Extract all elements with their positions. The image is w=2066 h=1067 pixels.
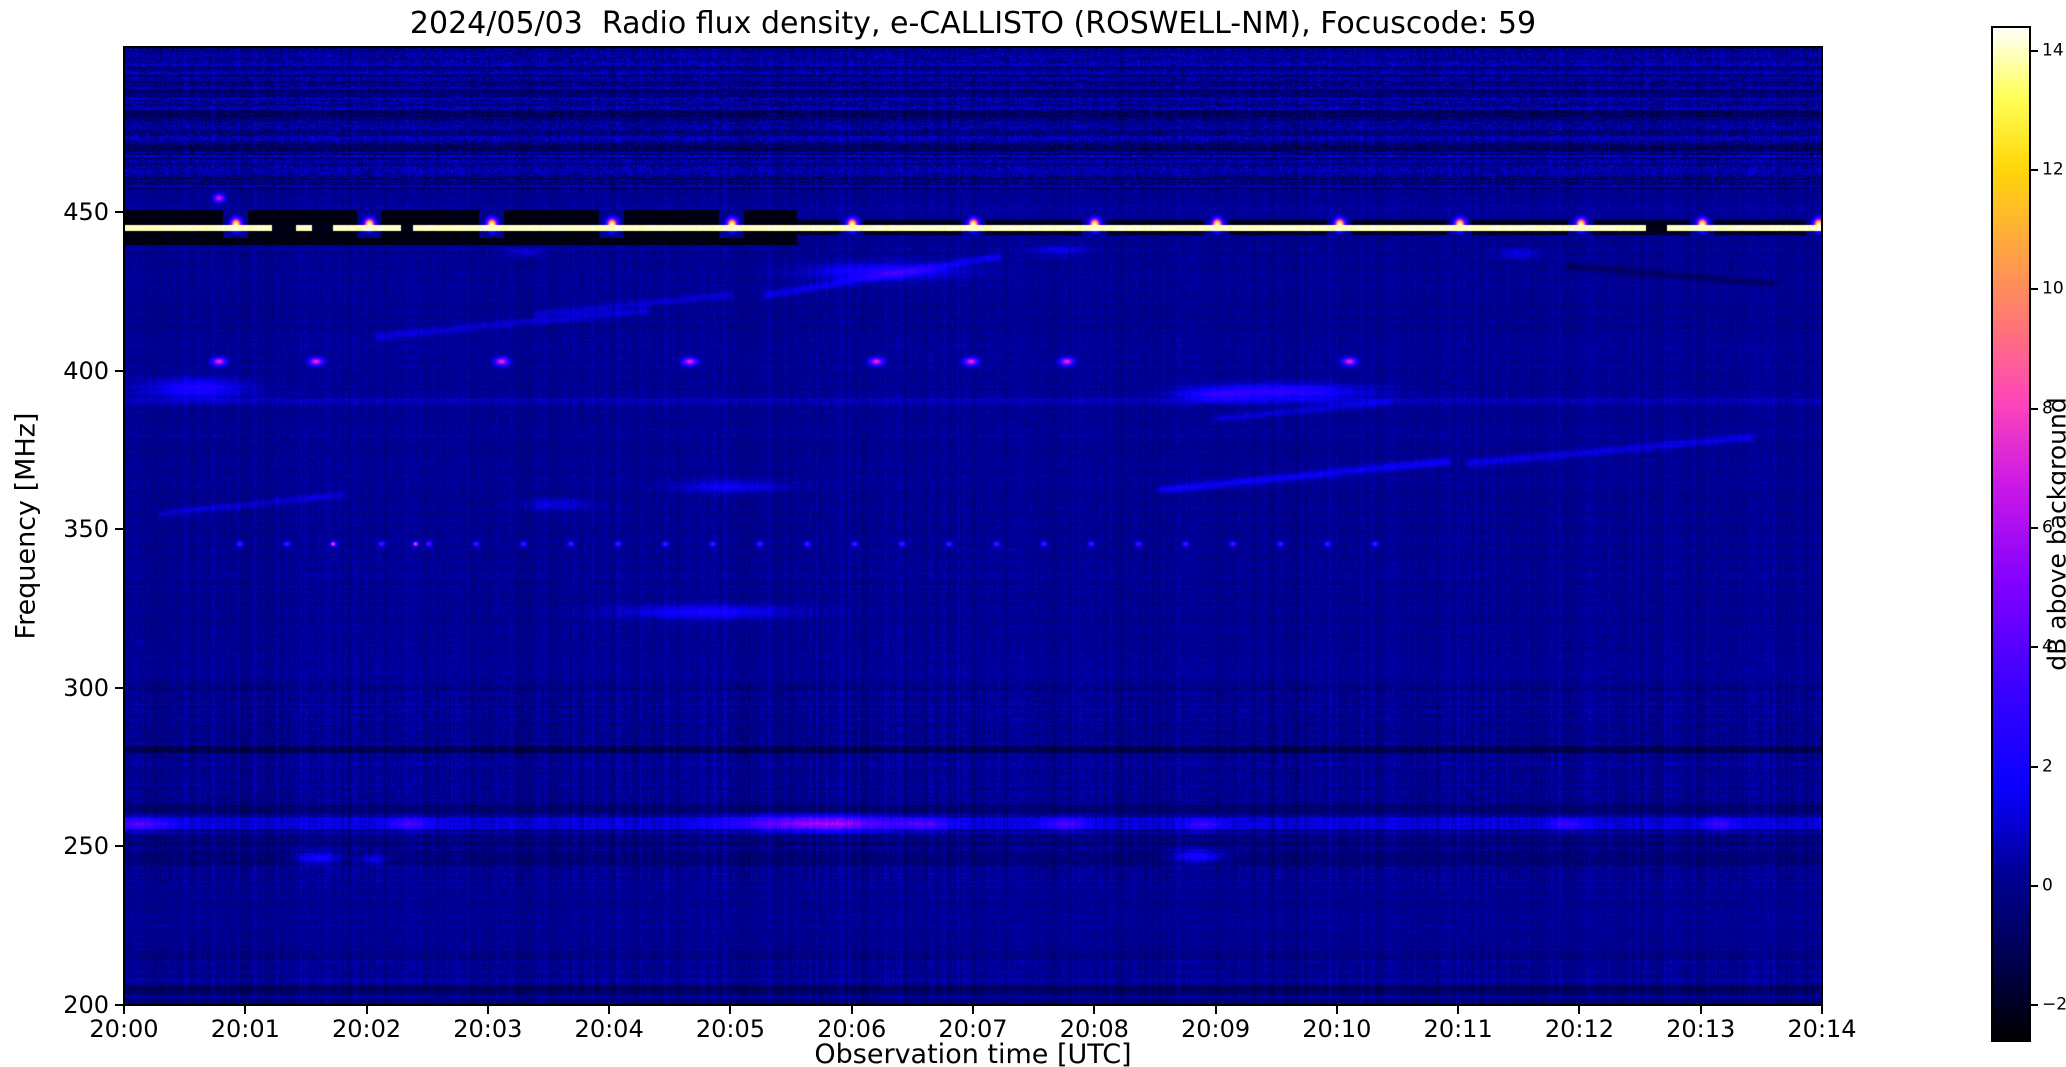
- x-tick-mark: [850, 1005, 853, 1014]
- x-tick-mark: [1578, 1005, 1581, 1014]
- x-tick-label: 20:12: [1544, 1015, 1615, 1043]
- colorbar-tick-label: −2: [2042, 994, 2066, 1015]
- colorbar-tick-label: 14: [2042, 40, 2064, 61]
- colorbar-tick-mark: [2030, 49, 2038, 52]
- colorbar-tick-label: 12: [2042, 159, 2064, 180]
- x-axis-label: Observation time [UTC]: [814, 1039, 1132, 1067]
- y-tick-label: 350: [63, 515, 109, 544]
- x-tick-label: 20:07: [938, 1015, 1008, 1043]
- x-tick-mark: [1335, 1005, 1338, 1014]
- colorbar-tick-mark: [2030, 646, 2038, 649]
- chart-title: 2024/05/03 Radio flux density, e-CALLIST…: [409, 6, 1537, 41]
- x-tick-mark: [1821, 1005, 1823, 1014]
- x-tick-mark: [1457, 1005, 1460, 1014]
- colorbar-canvas: [1992, 27, 2030, 1041]
- x-tick-label: 20:02: [331, 1015, 402, 1043]
- x-tick-mark: [123, 1005, 125, 1014]
- colorbar-tick-mark: [2030, 527, 2038, 530]
- y-tick-mark: [115, 686, 124, 689]
- colorbar-tick-mark: [2030, 288, 2038, 291]
- x-tick-label: 20:03: [453, 1015, 523, 1043]
- colorbar-tick-label: 8: [2042, 398, 2053, 419]
- y-tick-mark: [115, 210, 124, 213]
- colorbar-tick-mark: [2030, 884, 2038, 887]
- colorbar-tick-mark: [2030, 169, 2038, 172]
- y-tick-label: 300: [63, 673, 109, 702]
- y-tick-label: 200: [63, 991, 109, 1019]
- x-tick-label: 20:06: [817, 1015, 887, 1043]
- y-tick-label: 400: [63, 356, 109, 385]
- colorbar-tick-mark: [2030, 407, 2038, 410]
- x-tick-label: 20:14: [1787, 1015, 1857, 1043]
- x-tick-label: 20:04: [574, 1015, 644, 1043]
- x-tick-mark: [1214, 1005, 1217, 1014]
- x-tick-label: 20:11: [1423, 1015, 1493, 1043]
- y-tick-mark: [115, 528, 124, 531]
- x-tick-mark: [608, 1005, 611, 1014]
- colorbar-tick-label: 0: [2042, 875, 2053, 896]
- x-tick-label: 20:00: [89, 1015, 159, 1043]
- x-tick-mark: [365, 1005, 368, 1014]
- x-tick-mark: [244, 1005, 247, 1014]
- colorbar-tick-mark: [2030, 1004, 2038, 1007]
- colorbar-tick-label: 2: [2042, 756, 2053, 777]
- x-tick-label: 20:09: [1180, 1015, 1251, 1043]
- x-tick-label: 20:10: [1302, 1015, 1372, 1043]
- colorbar-tick-label: 4: [2042, 636, 2053, 657]
- spectrogram-canvas: [124, 47, 1822, 1005]
- y-tick-mark: [115, 845, 124, 848]
- x-tick-label: 20:13: [1666, 1015, 1736, 1043]
- spectrogram-plot: [123, 46, 1823, 1006]
- y-tick-mark: [115, 369, 124, 372]
- x-tick-label: 20:05: [695, 1015, 766, 1043]
- y-tick-label: 250: [63, 832, 109, 861]
- colorbar: [1991, 26, 2031, 1042]
- y-tick-label: 450: [63, 197, 109, 226]
- y-axis-label: Frequency [MHz]: [10, 412, 42, 640]
- y-tick-mark: [115, 1004, 124, 1006]
- x-tick-label: 20:01: [210, 1015, 280, 1043]
- colorbar-tick-label: 6: [2042, 517, 2053, 538]
- x-tick-mark: [972, 1005, 974, 1014]
- x-tick-mark: [486, 1005, 489, 1014]
- colorbar-tick-label: 10: [2042, 278, 2064, 299]
- colorbar-tick-mark: [2030, 765, 2038, 768]
- x-tick-label: 20:08: [1059, 1015, 1129, 1043]
- x-tick-mark: [1699, 1005, 1702, 1014]
- colorbar-label: dB above background: [2042, 397, 2066, 671]
- x-tick-mark: [1093, 1005, 1096, 1014]
- x-tick-mark: [729, 1005, 732, 1014]
